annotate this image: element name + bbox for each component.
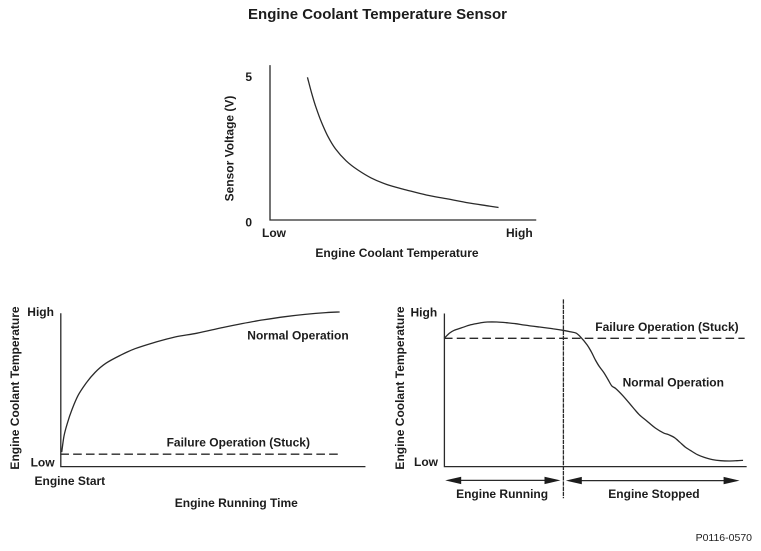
- svg-text:Engine Running: Engine Running: [456, 487, 548, 501]
- svg-text:High: High: [411, 305, 438, 319]
- svg-text:Low: Low: [31, 455, 56, 469]
- svg-text:Engine Coolant Temperature: Engine Coolant Temperature: [8, 306, 22, 469]
- svg-text:5: 5: [245, 70, 252, 84]
- svg-text:High: High: [506, 226, 533, 240]
- svg-text:0: 0: [245, 216, 252, 230]
- svg-text:Low: Low: [414, 455, 439, 469]
- svg-text:Sensor Voltage (V): Sensor Voltage (V): [223, 96, 237, 202]
- svg-text:Failure Operation (Stuck): Failure Operation (Stuck): [595, 320, 738, 334]
- svg-text:Engine Coolant Temperature: Engine Coolant Temperature: [315, 246, 478, 260]
- svg-text:Engine Running Time: Engine Running Time: [175, 496, 298, 510]
- svg-text:Normal Operation: Normal Operation: [247, 329, 348, 343]
- svg-text:Engine Coolant Temperature: Engine Coolant Temperature: [393, 306, 407, 469]
- svg-text:Engine Coolant Temperature Sen: Engine Coolant Temperature Sensor: [248, 6, 507, 23]
- svg-text:Engine Stopped: Engine Stopped: [608, 487, 699, 501]
- svg-text:Failure Operation (Stuck): Failure Operation (Stuck): [167, 436, 310, 450]
- svg-text:Engine Start: Engine Start: [35, 474, 106, 488]
- svg-text:Low: Low: [262, 226, 287, 240]
- svg-text:Normal Operation: Normal Operation: [623, 375, 724, 389]
- svg-text:High: High: [27, 305, 54, 319]
- svg-text:P0116-0570: P0116-0570: [696, 532, 753, 544]
